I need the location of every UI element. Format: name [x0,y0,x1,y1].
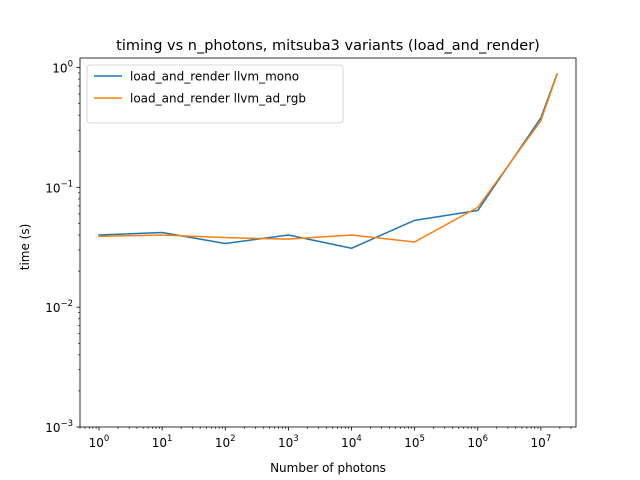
legend-box [86,64,344,124]
chart-title: timing vs n_photons, mitsuba3 variants (… [116,38,540,54]
ticks: 100 101 102 103 104 105 106 107 10−3 10−2 10−1 100 [45,59,572,450]
legend: load_and_render llvm_mono load_and_render… [86,64,344,124]
x-tick-label: 103 [278,434,299,450]
x-tick-label: 105 [404,434,425,450]
y-tick-label: 10−3 [45,419,73,435]
x-tick-label: 104 [341,434,362,450]
y-axis-label: time (s) [18,224,32,271]
x-tick-label: 106 [467,434,488,450]
x-tick-label: 100 [89,434,110,450]
x-axis-label: Number of photons [270,461,386,475]
legend-entry: load_and_render llvm_ad_rgb [130,92,306,106]
x-tick-label: 107 [531,434,552,450]
y-tick-label: 10−2 [45,299,73,315]
x-tick-label: 102 [215,434,236,450]
y-tick-label: 10−1 [45,179,73,195]
y-tick-label: 100 [52,59,73,75]
legend-entry: load_and_render llvm_mono [130,70,299,84]
axes [79,57,577,428]
x-tick-label: 101 [152,434,173,450]
plot-lines [98,73,558,250]
plot-frame [79,57,577,428]
series-line-2 [98,73,558,243]
